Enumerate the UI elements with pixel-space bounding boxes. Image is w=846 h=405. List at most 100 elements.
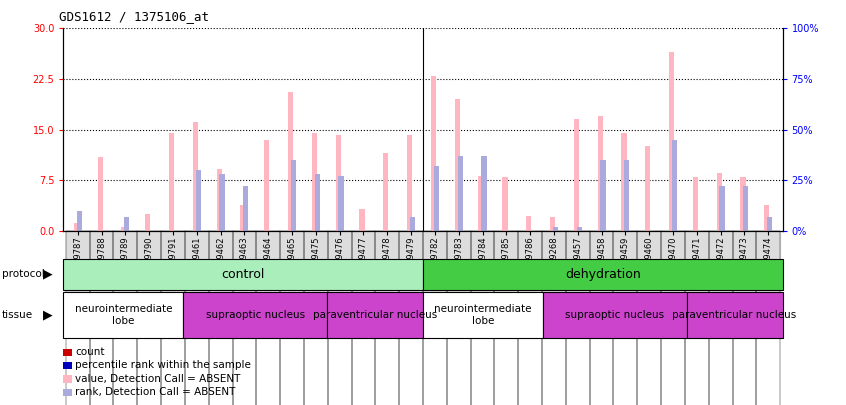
Bar xyxy=(121,228,127,231)
Bar xyxy=(687,292,783,338)
Bar xyxy=(672,140,677,231)
Bar xyxy=(719,186,725,231)
Bar xyxy=(63,259,423,290)
Bar xyxy=(312,133,317,231)
Bar xyxy=(76,211,82,231)
Text: value, Detection Call = ABSENT: value, Detection Call = ABSENT xyxy=(75,374,240,384)
Bar xyxy=(209,231,233,322)
Bar xyxy=(336,135,341,231)
Bar xyxy=(624,160,629,231)
Bar xyxy=(423,231,447,322)
Bar xyxy=(195,170,201,231)
Bar xyxy=(315,174,320,231)
Bar xyxy=(240,205,245,231)
Bar xyxy=(470,231,494,322)
Bar xyxy=(161,231,185,322)
Bar xyxy=(423,259,783,290)
Text: percentile rank within the sample: percentile rank within the sample xyxy=(75,360,251,370)
Bar xyxy=(645,147,651,231)
Bar xyxy=(447,231,470,322)
Bar xyxy=(376,231,399,322)
Bar xyxy=(733,231,756,322)
Bar xyxy=(352,231,376,322)
Text: supraoptic nucleus: supraoptic nucleus xyxy=(565,310,664,320)
Bar xyxy=(217,169,222,231)
Bar xyxy=(327,231,352,322)
Text: tissue: tissue xyxy=(2,310,33,320)
Bar xyxy=(764,205,770,231)
Bar xyxy=(410,217,415,231)
Bar xyxy=(526,216,531,231)
Bar xyxy=(542,231,566,322)
Bar xyxy=(494,231,519,322)
Bar xyxy=(574,119,579,231)
Bar xyxy=(744,186,749,231)
Bar xyxy=(552,227,558,231)
Text: ▶: ▶ xyxy=(43,268,53,281)
Bar xyxy=(233,231,256,322)
Bar xyxy=(423,292,543,338)
Bar xyxy=(479,175,484,231)
Bar xyxy=(434,166,439,231)
Bar xyxy=(383,153,388,231)
Bar xyxy=(767,217,772,231)
Bar xyxy=(280,231,304,322)
Bar xyxy=(338,176,343,231)
Bar xyxy=(740,177,745,231)
Bar xyxy=(137,231,161,322)
Text: dehydration: dehydration xyxy=(565,268,640,281)
Bar xyxy=(399,231,423,322)
Text: neurointermediate
lobe: neurointermediate lobe xyxy=(74,304,172,326)
Bar xyxy=(543,292,687,338)
Bar xyxy=(577,227,582,231)
Bar xyxy=(756,231,780,322)
Bar xyxy=(566,231,590,322)
Bar xyxy=(169,133,174,231)
Bar xyxy=(327,292,423,338)
Bar xyxy=(709,231,733,322)
Text: control: control xyxy=(222,268,265,281)
Text: supraoptic nucleus: supraoptic nucleus xyxy=(206,310,305,320)
Bar xyxy=(550,217,555,231)
Bar xyxy=(590,231,613,322)
Bar xyxy=(519,231,542,322)
Bar xyxy=(693,177,698,231)
Bar xyxy=(601,160,606,231)
Bar xyxy=(597,116,602,231)
Bar xyxy=(185,231,209,322)
Bar xyxy=(66,231,90,322)
Text: paraventricular nucleus: paraventricular nucleus xyxy=(673,310,797,320)
Bar xyxy=(304,231,327,322)
Bar xyxy=(256,231,280,322)
Bar xyxy=(291,160,296,231)
Bar xyxy=(503,177,508,231)
Bar xyxy=(661,231,685,322)
Bar xyxy=(458,156,463,231)
Bar xyxy=(124,217,129,231)
Text: neurointermediate
lobe: neurointermediate lobe xyxy=(434,304,531,326)
Bar xyxy=(193,122,198,231)
Bar xyxy=(669,52,674,231)
Bar xyxy=(685,231,709,322)
Bar xyxy=(613,231,637,322)
Text: protocol: protocol xyxy=(2,269,45,279)
Bar xyxy=(637,231,661,322)
Bar xyxy=(243,186,249,231)
Bar xyxy=(63,292,184,338)
Bar xyxy=(264,140,269,231)
Bar xyxy=(481,156,486,231)
Text: GDS1612 / 1375106_at: GDS1612 / 1375106_at xyxy=(59,10,209,23)
Bar xyxy=(113,231,137,322)
Bar xyxy=(97,157,102,231)
Text: ▶: ▶ xyxy=(43,308,53,322)
Text: paraventricular nucleus: paraventricular nucleus xyxy=(313,310,437,320)
Bar xyxy=(288,92,294,231)
Bar xyxy=(407,135,412,231)
Bar xyxy=(454,99,460,231)
Bar xyxy=(219,174,225,231)
Bar xyxy=(431,76,436,231)
Bar xyxy=(146,214,151,231)
Text: rank, Detection Call = ABSENT: rank, Detection Call = ABSENT xyxy=(75,387,236,397)
Bar xyxy=(621,133,627,231)
Bar xyxy=(90,231,113,322)
